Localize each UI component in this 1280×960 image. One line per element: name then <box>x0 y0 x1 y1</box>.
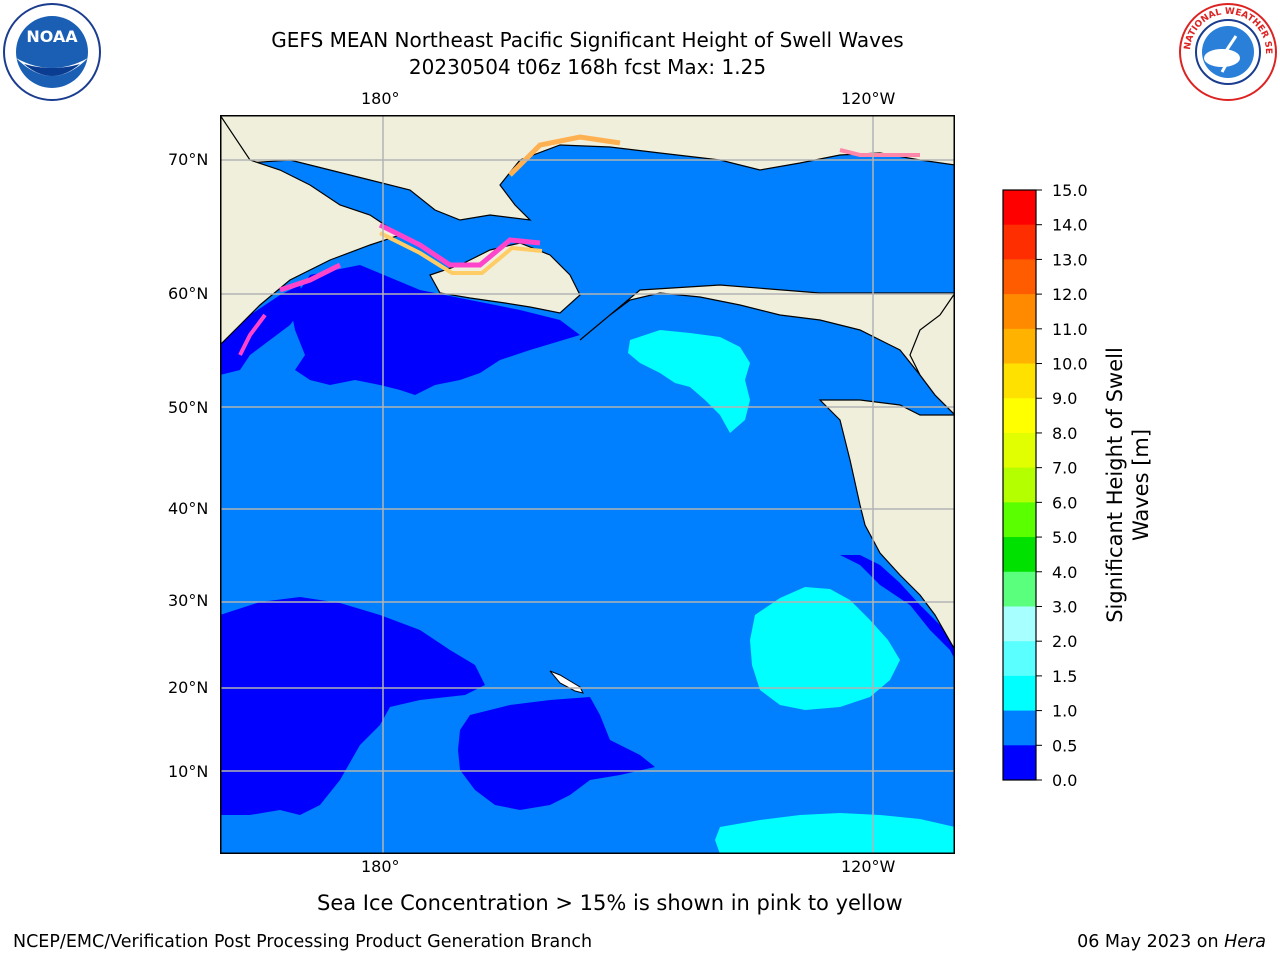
colorbar-swatch <box>1003 571 1036 607</box>
colorbar-swatch <box>1003 224 1036 260</box>
colorbar-tick-label: 11.0 <box>1052 320 1088 339</box>
grid-lines <box>220 115 955 854</box>
lat-label-70n: 70°N <box>168 150 209 169</box>
colorbar-tick-label: 13.0 <box>1052 250 1088 269</box>
top-lon-label-120w: 120°W <box>841 89 896 108</box>
colorbar-tick-label: 1.0 <box>1052 702 1077 721</box>
colorbar-label-line1: Significant Height of Swell <box>1103 347 1127 623</box>
low-swell-hawaii-south <box>458 697 655 810</box>
land-west-coast <box>818 291 955 652</box>
lat-label-40n: 40°N <box>168 499 209 518</box>
lat-label-30n: 30°N <box>168 591 209 610</box>
colorbar-tick-label: 12.0 <box>1052 285 1088 304</box>
noaa-logo: NOAA <box>2 2 102 102</box>
footer-host: Hera <box>1224 932 1266 952</box>
low-swell-bering <box>290 265 580 395</box>
map-title: GEFS MEAN Northeast Pacific Significant … <box>271 28 904 52</box>
colorbar-tick-label: 8.0 <box>1052 424 1077 443</box>
footer-date: 06 May 2023 on Hera <box>1077 932 1266 952</box>
high-swell-south-edge <box>715 813 955 854</box>
colorbar-tick-label: 6.0 <box>1052 493 1077 512</box>
colorbar-tick-label: 1.5 <box>1052 667 1077 686</box>
nws-logo: NATIONAL WEATHER SERVICE <box>1175 0 1278 102</box>
bottom-lon-label-120w: 120°W <box>841 857 896 876</box>
lat-label-20n: 20°N <box>168 678 209 697</box>
colorbar-swatch <box>1003 606 1036 642</box>
top-lon-label-180: 180° <box>361 89 400 108</box>
colorbar-swatch <box>1003 432 1036 469</box>
low-swell-west-pacific <box>220 597 485 815</box>
land-siberia <box>220 115 402 346</box>
colorbar-swatch <box>1003 467 1036 503</box>
map-frame <box>220 115 955 854</box>
colorbar-tick-label: 0.5 <box>1052 736 1077 755</box>
colorbar-swatch <box>1003 502 1036 538</box>
lat-label-10n: 10°N <box>168 762 209 781</box>
colorbar: 15.0 14.0 13.0 12.0 11.0 10.0 9.0 8.0 7.0 6.0 5.0 4… <box>1002 181 1088 790</box>
sea-ice-note: Sea Ice Concentration > 15% is shown in … <box>317 891 903 915</box>
bottom-lon-label-180: 180° <box>361 857 400 876</box>
colorbar-tick-label: 15.0 <box>1052 181 1088 200</box>
colorbar-swatch <box>1003 259 1036 295</box>
sea-ice-bering <box>238 222 543 356</box>
colorbar-tick-label: 4.0 <box>1052 563 1077 582</box>
map-subtitle: 20230504 t06z 168h fcst Max: 1.25 <box>408 55 767 79</box>
colorbar-tick-label: 5.0 <box>1052 528 1077 547</box>
colorbar-swatch <box>1003 641 1036 677</box>
noaa-logo-text: NOAA <box>26 27 78 46</box>
lat-label-50n: 50°N <box>168 398 209 417</box>
map-panel <box>220 115 955 854</box>
colorbar-tick-label: 7.0 <box>1052 459 1077 478</box>
colorbar-label-line2: Waves [m] <box>1129 428 1153 542</box>
footer-date-text: 06 May 2023 on <box>1077 932 1225 952</box>
high-swell-subtropics <box>750 587 900 710</box>
colorbar-tick-label: 3.0 <box>1052 597 1077 616</box>
colorbar-swatch <box>1003 190 1036 226</box>
colorbar-tick-label: 9.0 <box>1052 389 1077 408</box>
colorbar-swatch <box>1003 398 1036 434</box>
colorbar-tick-label: 2.0 <box>1052 632 1077 651</box>
colorbar-tick-label: 0.0 <box>1052 771 1077 790</box>
lat-label-60n: 60°N <box>168 284 209 303</box>
colorbar-swatch <box>1003 537 1036 573</box>
colorbar-tick-label: 14.0 <box>1052 216 1088 235</box>
colorbar-swatch <box>1003 710 1036 746</box>
footer-branch: NCEP/EMC/Verification Post Processing Pr… <box>13 932 593 952</box>
colorbar-swatch <box>1003 363 1036 399</box>
colorbar-swatch <box>1003 675 1036 712</box>
colorbar-swatch <box>1003 745 1036 781</box>
colorbar-tick-label: 10.0 <box>1052 355 1088 374</box>
colorbar-swatch <box>1003 294 1036 330</box>
colorbar-swatch <box>1003 328 1036 365</box>
